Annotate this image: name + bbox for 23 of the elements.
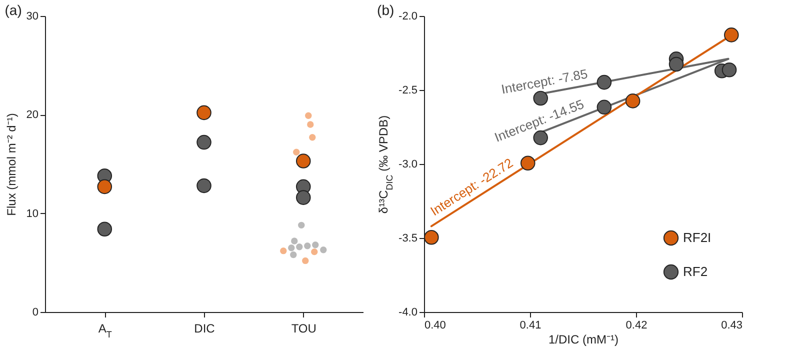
y-tick-label: 0 bbox=[32, 306, 38, 318]
y-tick-label: -4.0 bbox=[398, 306, 418, 318]
y-axis-title: Flux (mmol m⁻² d⁻¹) bbox=[4, 113, 18, 216]
x-tick-label: 0.40 bbox=[424, 320, 446, 332]
x-tick-label: 0.41 bbox=[520, 320, 542, 332]
y-tick-label: 20 bbox=[26, 109, 38, 122]
y-tick-label: -2.5 bbox=[398, 84, 418, 96]
legend-label: RF2 bbox=[683, 264, 708, 279]
x-tick-label: TOU bbox=[291, 322, 316, 336]
y-tick-label: 30 bbox=[26, 10, 38, 22]
annotation: Intercept: -7.85 bbox=[500, 66, 589, 97]
x-tick-label: DIC bbox=[194, 322, 216, 336]
x-tick-label: A$_{T}$ bbox=[98, 322, 112, 340]
y-tick-label: -2.0 bbox=[398, 10, 418, 22]
x-tick-label: 0.42 bbox=[626, 320, 648, 332]
x-tick-label: 0.43 bbox=[721, 320, 742, 332]
y-tick-label: 10 bbox=[26, 208, 38, 220]
y-tick-label: -3.5 bbox=[398, 232, 418, 244]
y-tick-label: -3.0 bbox=[398, 158, 418, 170]
chart-title: (a) bbox=[4, 2, 22, 18]
x-axis-title: 1/DIC (mM⁻¹) bbox=[548, 332, 618, 346]
chart-title: (b) bbox=[377, 2, 394, 18]
legend-label: RF2I bbox=[683, 230, 712, 245]
